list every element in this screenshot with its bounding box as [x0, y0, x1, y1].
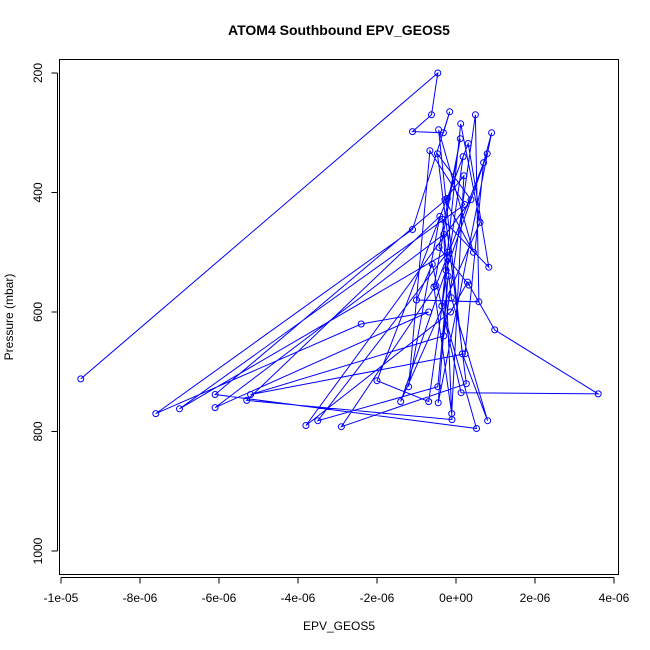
data-point — [439, 215, 447, 223]
data-point — [491, 326, 499, 334]
data-point — [435, 244, 443, 251]
y-axis-label: Pressure (mbar) — [2, 274, 16, 361]
data-point — [77, 375, 85, 383]
data-point — [594, 390, 602, 398]
data-point — [480, 159, 488, 167]
data-point — [484, 417, 492, 425]
chart-title: ATOM4 Southbound EPV_GEOS5 — [228, 22, 450, 38]
data-point — [447, 294, 455, 302]
data-point — [447, 308, 454, 316]
data-point — [425, 308, 433, 316]
x-tick-label: 4e-06 — [599, 591, 630, 605]
data-point — [444, 272, 452, 280]
data-point — [446, 108, 454, 116]
data-point — [475, 298, 483, 306]
data-point — [314, 417, 322, 425]
y-tick-label: 1000 — [31, 537, 45, 564]
data-point — [476, 218, 484, 226]
data-point — [485, 263, 493, 271]
data-point — [438, 302, 446, 310]
data-point — [434, 69, 442, 77]
x-tick-label: -8e-06 — [123, 591, 158, 605]
data-point — [442, 266, 450, 274]
data-point — [434, 383, 442, 391]
data-point — [440, 332, 448, 340]
data-point — [461, 350, 469, 358]
data-point — [483, 150, 491, 158]
data-point — [211, 391, 219, 398]
data-point — [357, 320, 365, 328]
data-point — [211, 404, 219, 412]
data-point — [243, 396, 251, 404]
data-point — [460, 172, 468, 180]
data-point — [488, 129, 496, 137]
data-point — [448, 410, 456, 418]
data-point — [409, 226, 416, 233]
data-point — [413, 296, 420, 304]
x-tick-label: -1e-05 — [44, 591, 79, 605]
data-point — [457, 120, 465, 128]
y-tick-label: 800 — [31, 421, 45, 441]
data-point — [435, 126, 443, 134]
data-point — [456, 135, 464, 143]
data-point — [461, 201, 469, 208]
data-point — [469, 248, 477, 256]
y-axis: 200 400 600 800 1000 — [31, 63, 58, 564]
x-tick-label: -6e-06 — [202, 591, 237, 605]
x-tick-label: 0e+00 — [439, 591, 473, 605]
data-point — [433, 150, 441, 158]
data-point — [444, 248, 452, 256]
data-point — [464, 140, 472, 147]
data-point — [428, 111, 435, 119]
data-point — [465, 281, 473, 289]
data-point — [152, 410, 160, 418]
data-point — [434, 399, 442, 407]
x-tick-label: -2e-06 — [360, 591, 395, 605]
data-point — [409, 128, 416, 136]
data-point — [441, 196, 449, 204]
data-point — [457, 389, 465, 397]
data-point — [373, 377, 381, 385]
plot-area-frame — [59, 59, 619, 575]
y-tick-label: 600 — [31, 302, 45, 322]
x-axis-label: EPV_GEOS5 — [303, 619, 375, 633]
data-point — [428, 260, 436, 268]
x-tick-label: -4e-06 — [281, 591, 316, 605]
data-point — [405, 383, 413, 391]
data-point — [426, 147, 434, 155]
x-tick-label: 2e-06 — [520, 591, 551, 605]
x-axis: -1e-05 -8e-06 -6e-06 -4e-06 -2e-06 0e+00 2e-06… — [44, 577, 630, 605]
data-point — [302, 422, 310, 429]
series-group — [77, 69, 602, 432]
data-point — [473, 425, 480, 432]
y-tick-label: 200 — [31, 63, 45, 83]
data-point — [430, 283, 438, 291]
y-tick-label: 400 — [31, 182, 45, 202]
data-point — [247, 391, 255, 398]
data-point — [440, 230, 448, 238]
data-point — [459, 153, 467, 161]
data-point — [397, 398, 405, 406]
series-line — [80, 71, 600, 430]
data-point — [458, 350, 466, 358]
data-point — [467, 196, 475, 204]
data-point — [425, 398, 433, 406]
data-point — [337, 423, 345, 431]
data-point — [176, 405, 183, 413]
data-point — [462, 380, 470, 388]
data-point — [471, 111, 479, 119]
